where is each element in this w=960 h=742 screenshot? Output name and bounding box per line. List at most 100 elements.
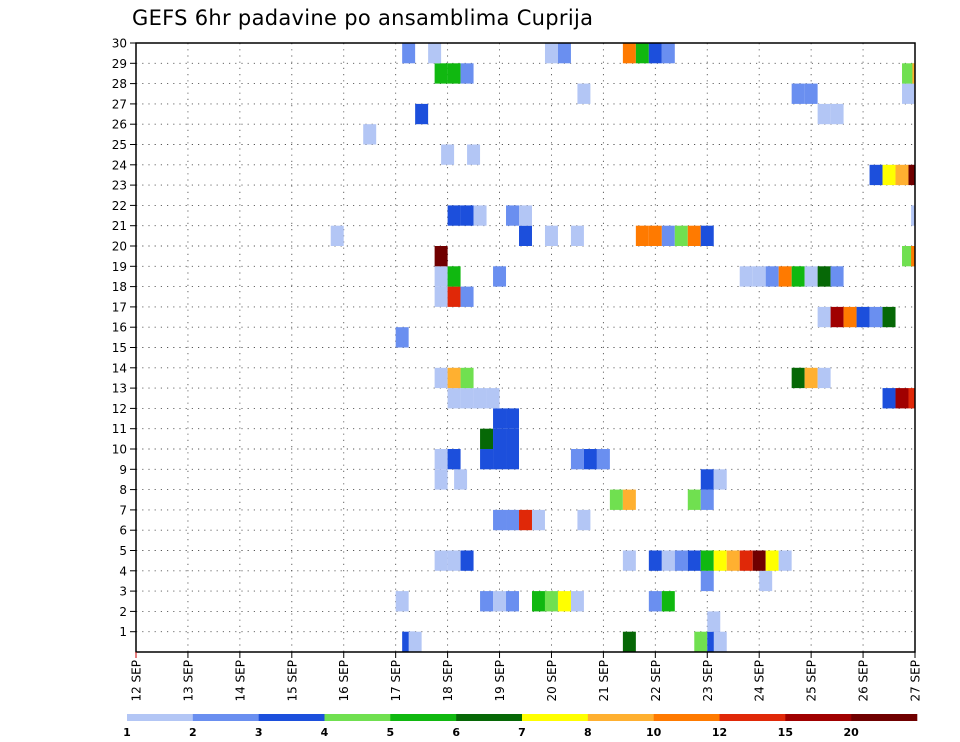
heatmap-cell xyxy=(577,83,591,104)
heatmap-cell xyxy=(434,367,448,389)
heatmap-cell xyxy=(661,550,675,571)
heatmap-cell xyxy=(869,306,883,328)
heatmap-cell xyxy=(765,550,779,571)
colorbar-swatch xyxy=(324,714,391,721)
heatmap-cell xyxy=(408,631,422,652)
x-axis-ticks: 12 SEP 13 SEP 14 SEP 15 SEP 16 SEP 17 SEP 18 S… xyxy=(130,652,923,702)
x-tick-label: 26 SEP xyxy=(857,660,871,702)
x-tick-label: 12 SEP xyxy=(130,660,144,702)
heatmap-cell xyxy=(804,266,818,287)
heatmap-cell xyxy=(434,63,448,84)
colorbar-swatch xyxy=(127,714,194,721)
heatmap-cell xyxy=(415,103,429,125)
heatmap-cell xyxy=(687,489,701,510)
heatmap-cell xyxy=(713,550,727,571)
y-tick-label: 27 xyxy=(112,97,127,111)
colorbar-swatch xyxy=(653,714,720,721)
heatmap-cell xyxy=(434,550,448,571)
heatmap-cell xyxy=(674,550,688,571)
x-tick-label: 27 SEP xyxy=(909,660,923,702)
heatmap-cell xyxy=(493,509,507,531)
colorbar-label: 5 xyxy=(387,726,395,739)
heatmap-cell xyxy=(817,306,831,328)
heatmap-cell xyxy=(447,266,461,287)
heatmap-cell xyxy=(791,367,805,389)
heatmap-cell xyxy=(694,631,708,652)
y-tick-label: 21 xyxy=(112,219,127,233)
heatmap-cell xyxy=(493,266,507,287)
heatmap-cell xyxy=(557,43,571,64)
y-tick-label: 28 xyxy=(112,77,127,91)
heatmap-cell xyxy=(817,367,831,389)
y-tick-label: 29 xyxy=(112,57,127,71)
y-tick-label: 20 xyxy=(112,240,127,254)
x-tick-label: 18 SEP xyxy=(441,660,455,702)
heatmap-cell xyxy=(908,388,915,409)
heatmap-cell xyxy=(791,83,805,104)
heatmap-cell xyxy=(791,266,805,287)
heatmap-cell xyxy=(493,449,507,470)
heatmap-cell xyxy=(447,63,461,84)
heatmap-cell xyxy=(830,103,844,125)
heatmap-cell xyxy=(460,286,474,307)
heatmap-cell xyxy=(622,489,636,510)
heatmap-cell xyxy=(570,449,584,470)
heatmap-cell xyxy=(519,205,532,226)
x-tick-label: 20 SEP xyxy=(545,660,559,702)
y-tick-label: 25 xyxy=(112,138,127,152)
y-tick-label: 16 xyxy=(112,321,127,335)
heatmap-cell xyxy=(817,103,831,125)
heatmap-cell xyxy=(544,591,558,612)
y-tick-label: 7 xyxy=(119,503,127,517)
plot-frame xyxy=(135,42,916,653)
heatmap-cell xyxy=(622,631,636,652)
heatmap-cell xyxy=(570,591,584,612)
heatmap-cell xyxy=(713,631,727,652)
heatmap-cell xyxy=(447,367,461,389)
x-tick-label: 25 SEP xyxy=(805,660,819,702)
colorbar-swatch xyxy=(258,714,325,721)
heatmap-cell xyxy=(447,286,461,307)
y-tick-label: 26 xyxy=(112,118,127,132)
heatmap-cell xyxy=(531,591,545,612)
y-axis-ticks: 1234567891011121314151617181920212223242… xyxy=(112,37,136,639)
heatmap-cell xyxy=(570,225,584,246)
heatmap-cell xyxy=(493,591,507,612)
heatmap-cell xyxy=(830,266,844,287)
y-tick-label: 24 xyxy=(112,158,127,172)
colorbar-label: 4 xyxy=(321,726,329,739)
heatmap-cell xyxy=(557,591,571,612)
x-tick-label: 24 SEP xyxy=(753,660,767,702)
heatmap-cell xyxy=(506,408,519,429)
heatmap-cell xyxy=(726,550,740,571)
colorbar-swatch xyxy=(522,714,589,721)
x-tick-label: 13 SEP xyxy=(181,660,195,702)
heatmap-cell xyxy=(843,306,857,328)
x-tick-label: 19 SEP xyxy=(493,660,507,702)
heatmap-cell xyxy=(778,550,792,571)
heatmap-cell xyxy=(447,550,461,571)
heatmap-cell xyxy=(700,550,714,571)
heatmap-cell xyxy=(506,205,519,226)
heatmap-cell xyxy=(544,43,558,64)
colorbar-label: 1 xyxy=(123,726,131,739)
colorbar-label: 15 xyxy=(778,726,793,739)
heatmap-cell xyxy=(506,509,519,531)
heatmap-cell xyxy=(912,63,915,84)
x-tick-label: 17 SEP xyxy=(389,660,403,702)
heatmap-cell xyxy=(428,43,442,64)
colorbar-swatch xyxy=(785,714,852,721)
heatmap-cell xyxy=(395,591,409,612)
heatmap-cell xyxy=(759,570,773,592)
heatmap-cell xyxy=(817,266,831,287)
heatmap-cell xyxy=(752,266,766,287)
colorbar-swatch xyxy=(719,714,786,721)
heatmap-cell xyxy=(895,388,909,409)
heatmap-cell xyxy=(882,388,896,409)
heatmap-cell xyxy=(434,246,448,267)
heatmap-cell xyxy=(882,306,896,328)
x-tick-label: 15 SEP xyxy=(285,660,299,702)
heatmap-cell xyxy=(447,449,461,470)
heatmap-cell xyxy=(506,591,519,612)
